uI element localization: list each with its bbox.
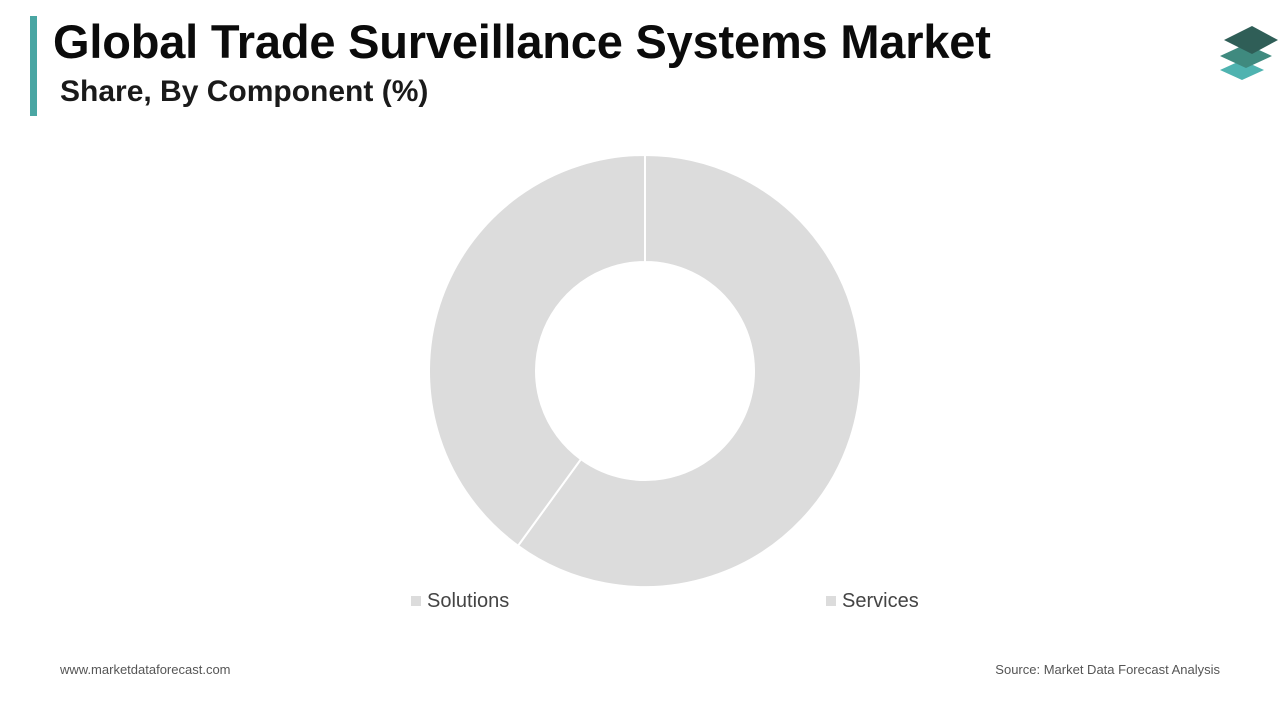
legend-swatch-services: [826, 596, 836, 606]
chart-title: Global Trade Surveillance Systems Market: [53, 15, 991, 68]
logo-layer-top: [1224, 26, 1278, 54]
legend-label-solutions: Solutions: [427, 589, 510, 612]
chart-subtitle: Share, By Component (%): [60, 75, 429, 108]
legend-item-solutions: Solutions: [411, 588, 509, 614]
legend-item-services: Services: [826, 588, 919, 614]
donut-slice-solutions: [516, 153, 862, 588]
footer-source: Source: Market Data Forecast Analysis: [995, 662, 1220, 677]
logo-layer-bottom: [1220, 60, 1264, 80]
legend-swatch-solutions: [411, 596, 421, 606]
title-accent-bar: [30, 16, 37, 116]
donut-slice-services: [428, 153, 646, 548]
legend-label-services: Services: [842, 589, 919, 612]
footer-website: www.marketdataforecast.com: [60, 662, 231, 677]
stacked-layers-logo-icon: [1220, 26, 1278, 80]
